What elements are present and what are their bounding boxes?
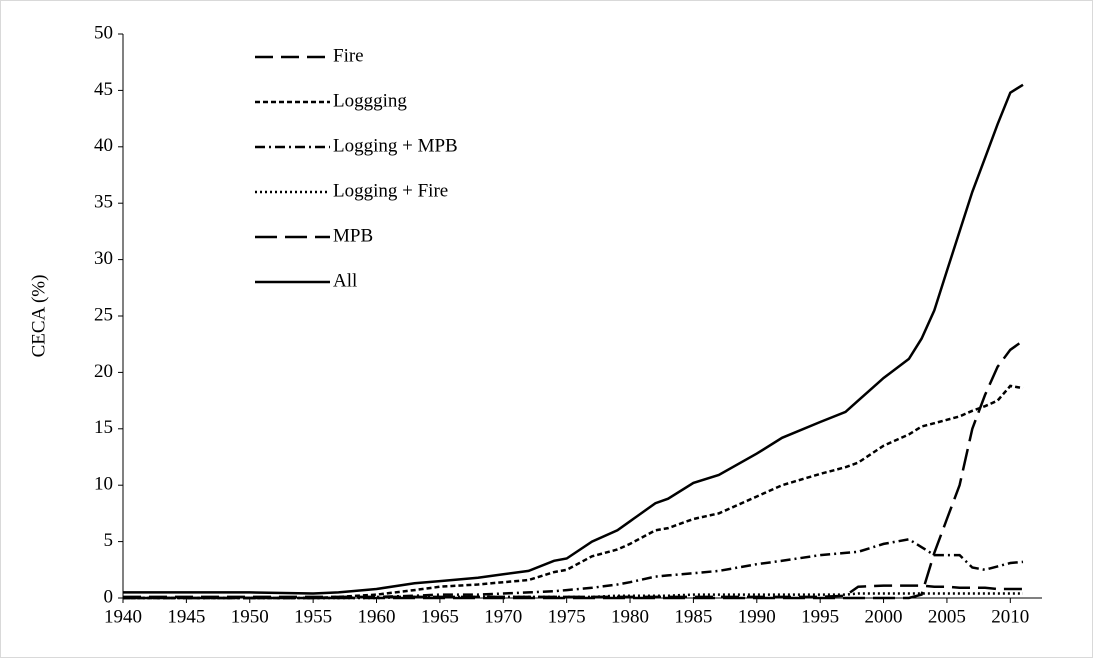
x-tick-label: 1990 [738, 606, 776, 627]
y-tick-label: 35 [94, 192, 113, 213]
y-tick-label: 25 [94, 304, 113, 325]
series-line [123, 384, 1024, 600]
x-tick-label: 1970 [484, 606, 522, 627]
x-tick-label: 1975 [548, 606, 586, 627]
legend-label: MPB [333, 225, 373, 246]
x-tick-label: 1940 [104, 606, 142, 627]
x-tick-label: 1965 [421, 606, 459, 627]
x-tick-label: 2005 [928, 606, 966, 627]
legend-label: Logging + MPB [333, 135, 458, 156]
legend-label: All [333, 270, 357, 291]
x-tick-label: 1945 [167, 606, 205, 627]
y-tick-label: 20 [94, 361, 113, 382]
legend-label: Loggging [333, 90, 407, 111]
x-tick-label: 1980 [611, 606, 649, 627]
y-tick-label: 0 [104, 586, 114, 607]
x-tick-label: 2010 [991, 606, 1029, 627]
series-line [123, 83, 1024, 595]
y-tick-label: 50 [94, 22, 113, 43]
y-tick-label: 30 [94, 248, 113, 269]
x-tick-label: 1950 [231, 606, 269, 627]
y-tick-label: 45 [94, 79, 113, 100]
series-line [123, 339, 1024, 600]
x-tick-label: 1995 [801, 606, 839, 627]
x-tick-label: 2000 [865, 606, 903, 627]
y-axis-label: CECA (%) [28, 275, 49, 358]
x-tick-label: 1960 [358, 606, 396, 627]
y-tick-label: 5 [104, 530, 114, 551]
legend-label: Fire [333, 45, 364, 66]
x-tick-label: 1955 [294, 606, 332, 627]
x-tick-label: 1985 [674, 606, 712, 627]
legend-label: Logging + Fire [333, 180, 448, 201]
y-tick-label: 40 [94, 135, 113, 156]
y-tick-label: 15 [94, 417, 113, 438]
y-tick-label: 10 [94, 474, 113, 495]
